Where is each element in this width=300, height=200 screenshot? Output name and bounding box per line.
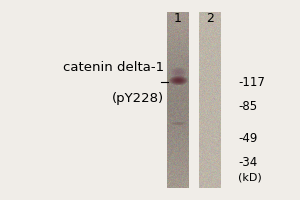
Text: -85: -85 bbox=[238, 100, 257, 114]
Text: 2: 2 bbox=[206, 11, 214, 24]
Text: -49: -49 bbox=[238, 132, 257, 144]
Text: (pY228): (pY228) bbox=[112, 92, 164, 105]
Text: 1: 1 bbox=[174, 11, 182, 24]
Text: -117: -117 bbox=[238, 75, 265, 88]
Text: (kD): (kD) bbox=[238, 173, 262, 183]
Text: catenin delta-1: catenin delta-1 bbox=[63, 61, 164, 74]
Text: -34: -34 bbox=[238, 156, 257, 170]
